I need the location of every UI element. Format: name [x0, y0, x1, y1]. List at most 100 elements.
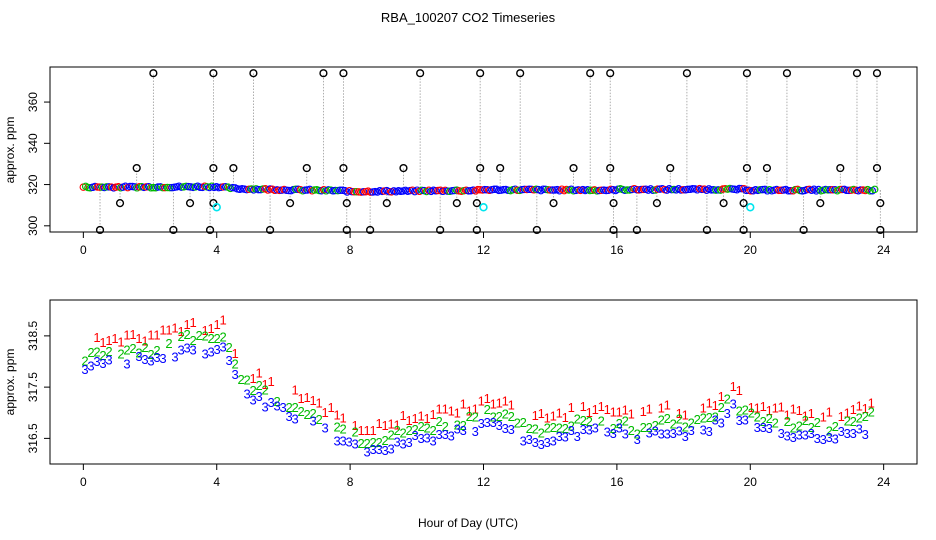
series-2-marker: 2 [832, 419, 839, 434]
series-2-marker: 2 [640, 420, 647, 435]
series-2-marker: 2 [153, 343, 160, 358]
baseline-point [154, 183, 162, 191]
series-2-marker: 2 [375, 435, 382, 450]
baseline-point [679, 185, 687, 194]
series-1-marker: 1 [321, 405, 328, 420]
series-2-marker: 2 [135, 346, 142, 361]
baseline-point [523, 185, 531, 194]
top-y-axis: 300 320 340 360 [26, 92, 51, 236]
baseline-point [266, 185, 274, 193]
baseline-point [93, 183, 102, 191]
series-1-marker: 1 [417, 409, 424, 424]
series-1-marker: 1 [411, 411, 418, 426]
series-1-marker: 1 [153, 328, 160, 343]
series-2-marker: 2 [802, 413, 809, 428]
series-1-marker: 1 [820, 409, 827, 424]
baseline-point [747, 187, 755, 195]
calibration-point [185, 199, 195, 208]
series-3-marker: 3 [399, 436, 406, 451]
baseline-point [518, 185, 526, 194]
baseline-point [856, 186, 865, 194]
x-tick-label: 12 [477, 475, 491, 489]
series-2-marker: 2 [550, 420, 557, 435]
series-2-marker: 2 [502, 407, 509, 422]
series-1-marker: 1 [351, 418, 358, 433]
baseline-point [418, 186, 426, 195]
series-3-marker: 3 [586, 423, 593, 438]
calibration-point [632, 225, 641, 235]
series-1-marker: 1 [658, 401, 665, 416]
series-3-marker: 3 [387, 442, 394, 457]
baseline-point [443, 187, 452, 195]
series-1-marker: 1 [586, 405, 593, 420]
series-3-marker: 3 [261, 400, 268, 415]
series-2-marker: 2 [399, 426, 406, 441]
baseline-point [866, 187, 874, 195]
series-1-marker: 1 [766, 403, 773, 418]
series-3-marker: 3 [658, 427, 665, 442]
series-2-marker: 2 [598, 414, 605, 429]
series-1-marker: 1 [616, 405, 623, 420]
series-3-marker: 3 [760, 420, 767, 435]
series-1-marker: 1 [850, 402, 857, 417]
series-1-marker: 1 [399, 408, 406, 423]
baseline-point [495, 186, 503, 195]
series-2-marker: 2 [333, 420, 340, 435]
baseline-point [719, 185, 727, 193]
calibration-point [95, 225, 105, 235]
baseline-point [102, 183, 111, 191]
series-1-marker: 1 [730, 379, 737, 394]
series-3-marker: 3 [520, 434, 527, 449]
baseline-point [359, 188, 368, 196]
series-3-marker: 3 [604, 424, 611, 439]
baseline-point [623, 186, 631, 194]
baseline-point [221, 183, 230, 191]
series-3-marker: 3 [538, 437, 545, 452]
series-1-marker: 1 [261, 377, 268, 392]
series-3-marker: 3 [369, 442, 376, 457]
series-2-marker: 2 [856, 411, 863, 426]
baseline-point [870, 185, 879, 194]
baseline-point [621, 186, 629, 194]
y-tick-label: 340 [26, 133, 40, 153]
cyan-point [479, 203, 488, 212]
series-2-marker: 2 [237, 372, 244, 387]
series-2-marker: 2 [183, 327, 190, 342]
series-1-marker: 1 [826, 405, 833, 420]
series-1-marker: 1 [375, 416, 382, 431]
calibration-point [876, 225, 885, 235]
series-2-marker: 2 [442, 419, 449, 434]
baseline-point [476, 186, 484, 194]
baseline-point [147, 184, 155, 192]
series-2-marker: 2 [736, 404, 743, 419]
series-2-marker: 2 [748, 406, 755, 421]
series-1-marker: 1 [844, 406, 851, 421]
series-2-marker: 2 [682, 420, 689, 435]
series-3-marker: 3 [183, 341, 190, 356]
baseline-point [786, 186, 795, 195]
series-2-marker: 2 [484, 402, 491, 417]
series-3-marker: 3 [682, 429, 689, 444]
bottom-data-marks: 2323123123123112123121231231231231312131… [81, 313, 875, 460]
y-tick-label: 360 [26, 92, 40, 112]
series-1-marker: 1 [429, 407, 436, 422]
baseline-point [569, 186, 578, 195]
calibration-point [799, 225, 808, 235]
series-1-marker: 1 [706, 396, 713, 411]
series-3-marker: 3 [411, 428, 418, 443]
chart-title: RBA_100207 CO2 Timeseries [381, 10, 556, 25]
series-2-marker: 2 [772, 415, 779, 430]
series-1-marker: 1 [159, 323, 166, 338]
series-2-marker: 2 [514, 416, 521, 431]
baseline-point [434, 186, 442, 195]
series-1-marker: 1 [466, 404, 473, 419]
series-3-marker: 3 [333, 434, 340, 449]
series-2-marker: 2 [177, 329, 184, 344]
series-2-marker: 2 [796, 418, 803, 433]
series-2-marker: 2 [261, 383, 268, 398]
baseline-point [637, 185, 645, 194]
series-3-marker: 3 [856, 421, 863, 436]
calibration-point [319, 69, 328, 78]
series-1-marker: 1 [772, 400, 779, 415]
series-3-marker: 3 [808, 426, 815, 441]
